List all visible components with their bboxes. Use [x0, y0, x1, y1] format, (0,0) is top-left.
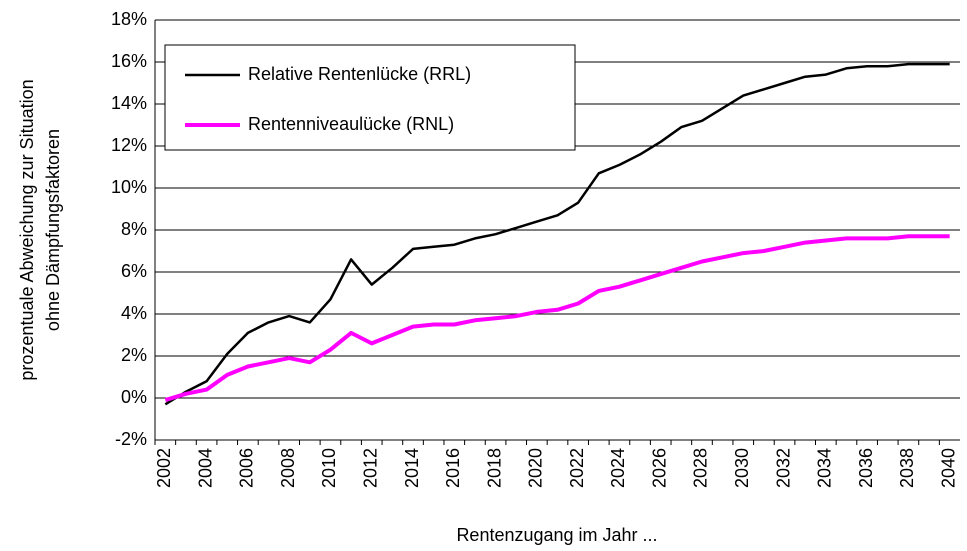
x-tick-label: 2018 — [484, 448, 504, 488]
x-tick-label: 2016 — [443, 448, 463, 488]
y-tick-label: 4% — [121, 303, 147, 323]
x-tick-label: 2010 — [319, 448, 339, 488]
x-tick-label: 2012 — [360, 448, 380, 488]
x-tick-label: 2022 — [567, 448, 587, 488]
y-axis-label: prozentuale Abweichung zur Situation — [17, 79, 37, 380]
x-tick-label: 2006 — [237, 448, 257, 488]
x-tick-label: 2004 — [195, 448, 215, 488]
x-tick-label: 2040 — [938, 448, 958, 488]
y-axis-label: ohne Dämpfungsfaktoren — [43, 129, 63, 331]
y-tick-label: 18% — [111, 9, 147, 29]
x-tick-label: 2002 — [154, 448, 174, 488]
y-tick-label: 6% — [121, 261, 147, 281]
legend-box — [164, 44, 576, 151]
y-tick-label: 12% — [111, 135, 147, 155]
y-tick-label: -2% — [115, 429, 147, 449]
y-tick-label: 10% — [111, 177, 147, 197]
x-tick-label: 2030 — [732, 448, 752, 488]
x-tick-label: 2036 — [856, 448, 876, 488]
x-tick-label: 2024 — [608, 448, 628, 488]
y-tick-label: 8% — [121, 219, 147, 239]
series-line — [164, 234, 950, 403]
legend-label: Rentenniveaulücke (RNL) — [248, 114, 454, 134]
series-line — [164, 62, 950, 406]
x-tick-label: 2034 — [815, 448, 835, 488]
x-tick-label: 2008 — [278, 448, 298, 488]
x-tick-label: 2038 — [897, 448, 917, 488]
x-tick-label: 2028 — [691, 448, 711, 488]
y-tick-label: 16% — [111, 51, 147, 71]
x-tick-label: 2014 — [402, 448, 422, 488]
legend-label: Relative Rentenlücke (RRL) — [248, 64, 471, 84]
y-tick-label: 14% — [111, 93, 147, 113]
x-tick-label: 2020 — [526, 448, 546, 488]
x-axis-label: Rentenzugang im Jahr ... — [456, 525, 657, 545]
y-tick-label: 2% — [121, 345, 147, 365]
x-tick-label: 2032 — [773, 448, 793, 488]
y-tick-label: 0% — [121, 387, 147, 407]
x-tick-label: 2026 — [649, 448, 669, 488]
